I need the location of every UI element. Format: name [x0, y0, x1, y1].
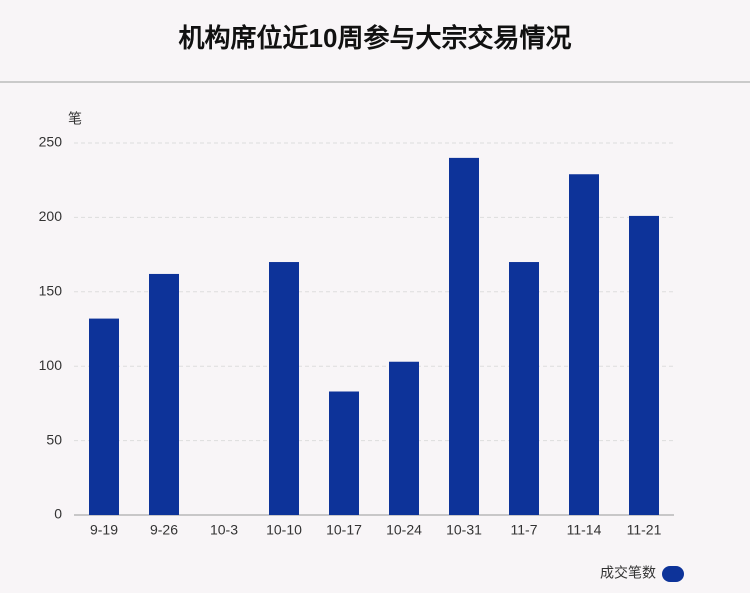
bar [569, 174, 599, 516]
bar [329, 391, 359, 515]
x-tick-label: 9-26 [150, 522, 178, 538]
x-tick-label: 11-21 [627, 522, 662, 538]
bar [509, 262, 539, 515]
bar [149, 273, 179, 515]
bar [389, 361, 419, 515]
y-axis-label: 笔 [68, 111, 82, 127]
y-tick-label: 150 [39, 283, 63, 299]
x-tick-label: 10-17 [326, 522, 362, 538]
y-tick-label: 200 [39, 208, 63, 224]
bar [269, 262, 299, 515]
y-tick-label: 0 [54, 506, 62, 522]
x-tick-label: 10-3 [210, 522, 238, 538]
bar [89, 318, 119, 515]
x-tick-label: 9-19 [90, 522, 118, 538]
y-tick-label: 100 [39, 357, 63, 373]
x-tick-label: 10-10 [266, 522, 302, 538]
x-tick-label: 10-24 [386, 522, 422, 538]
legend-swatch [662, 566, 684, 582]
x-tick-label: 11-7 [511, 522, 538, 538]
legend-label: 成交笔数 [600, 565, 656, 581]
bar [629, 215, 659, 516]
bar [449, 157, 479, 515]
y-tick-label: 50 [46, 431, 62, 447]
chart-title: 机构席位近10周参与大宗交易情况 [179, 23, 572, 53]
x-tick-label: 11-14 [567, 522, 602, 538]
y-tick-label: 250 [39, 134, 63, 150]
x-tick-label: 10-31 [446, 522, 482, 538]
